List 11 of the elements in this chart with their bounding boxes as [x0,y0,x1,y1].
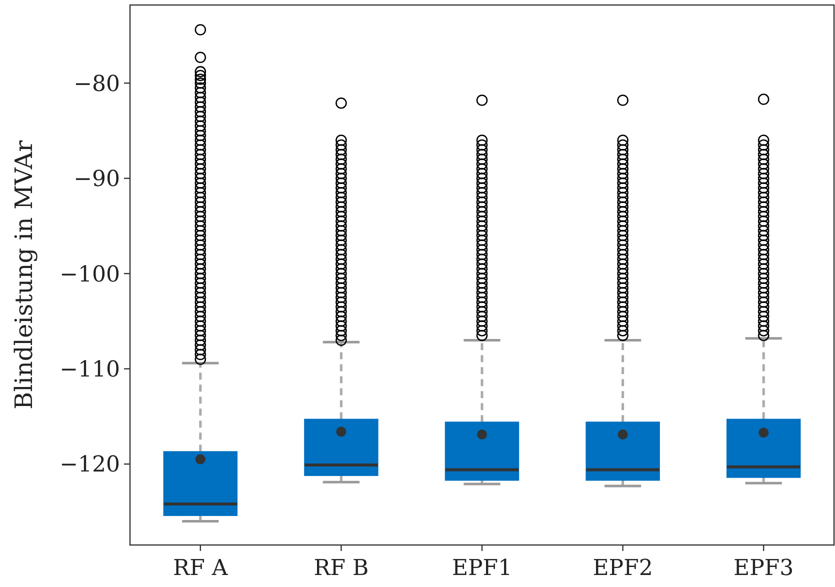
x-tick-label: EPF2 [592,556,653,581]
x-tick-label: EPF3 [734,556,794,581]
y-tick-label: −90 [74,167,120,192]
y-tick-label: −110 [60,358,120,383]
y-axis-title: Blindleistung in MVAr [10,140,38,410]
x-tick-label: EPF1 [452,556,512,581]
x-tick-label: RF B [314,556,369,581]
y-tick-label: −100 [60,262,120,288]
x-tick-label: RF A [173,556,229,581]
y-tick-label: −120 [60,452,120,478]
y-tick-label: −80 [74,72,120,97]
